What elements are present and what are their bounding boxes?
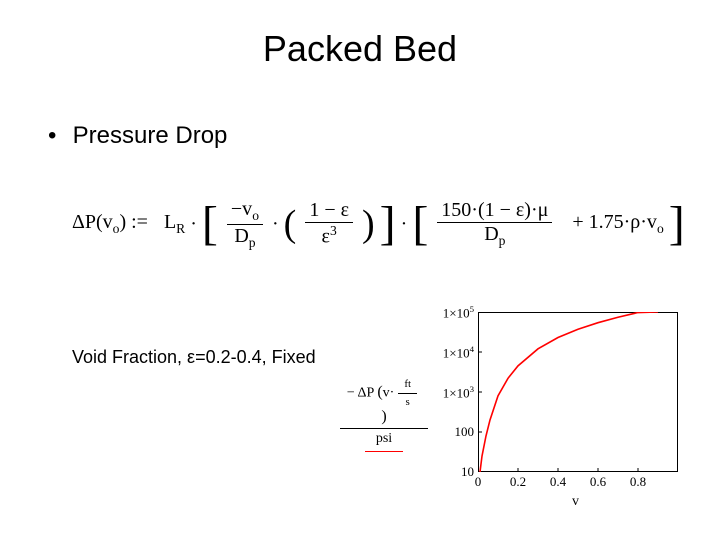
eq-lhs-close: ) := (119, 211, 148, 233)
x-tick-label: 0 (463, 474, 493, 490)
y-num-s: s (398, 394, 417, 409)
eq-t2: + 1.75·ρ·v (572, 211, 657, 233)
eq-paren-1-close: ) (362, 205, 375, 243)
y-tick-label: 1×103 (426, 384, 474, 401)
eq-f3-den: D (484, 223, 498, 245)
eq-f3-num: 150·(1 − ε)·μ (437, 199, 552, 223)
eq-LR-L: L (164, 211, 176, 233)
eq-paren-1-open: ( (284, 205, 297, 243)
eq-bracket-2-close: ] (669, 200, 685, 248)
eq-lhs: ΔP(vo) := (72, 211, 148, 237)
y-axis-label: − ΔP (v·fts) psi (340, 378, 428, 452)
x-tick-label: 0.8 (623, 474, 653, 490)
eq-dot-2: · (272, 213, 279, 236)
eq-f1-num-sub: o (252, 208, 259, 223)
y-num-ft: ft (398, 378, 417, 394)
y-label-fraction: − ΔP (v·fts) psi (340, 378, 428, 447)
pressure-drop-chart (478, 312, 678, 477)
y-tick-label: 100 (426, 424, 474, 440)
eq-LR: LR (164, 211, 185, 237)
eq-bracket-1-close: ] (380, 200, 396, 248)
legend-color-line (365, 451, 403, 452)
eq-LR-sub: R (176, 221, 185, 236)
chart-svg (478, 312, 678, 472)
eq-term2: + 1.75·ρ·vo (572, 211, 663, 237)
y-tick-label: 1×105 (426, 304, 474, 321)
eq-f2-den-base: ε (322, 226, 330, 248)
eq-f1-den: D (234, 225, 248, 247)
bullet-pressure-drop: • Pressure Drop (48, 122, 227, 150)
bullet-text: Pressure Drop (73, 122, 228, 149)
eq-f2-num: 1 − ε (305, 199, 353, 223)
void-fraction-caption: Void Fraction, ε=0.2-0.4, Fixed (72, 347, 316, 368)
x-tick-label: 0.4 (543, 474, 573, 490)
eq-frac-vo-dp: −vo Dp (227, 198, 263, 250)
eq-f1-num: −v (231, 198, 252, 220)
eq-bracket-1-open: [ (202, 200, 218, 248)
eq-lhs-dp: ΔP(v (72, 211, 113, 233)
x-tick-label: 0.6 (583, 474, 613, 490)
y-num-main: − ΔP (347, 385, 374, 400)
y-tick-label: 1×104 (426, 344, 474, 361)
eq-dot-3: · (401, 213, 408, 236)
ergun-equation: ΔP(vo) := LR · [ −vo Dp · ( 1 − ε ε3 ) ]… (72, 198, 685, 250)
eq-dot-1: · (190, 213, 197, 236)
page-title: Packed Bed (0, 28, 720, 70)
eq-frac-eps: 1 − ε ε3 (305, 199, 353, 249)
eq-frac-150: 150·(1 − ε)·μ Dp (437, 199, 552, 249)
x-axis-label: v (572, 494, 579, 510)
y-den-psi: psi (340, 429, 428, 447)
eq-bracket-2-open: [ (412, 200, 428, 248)
y-num-v: v· (383, 385, 395, 400)
eq-t2-sub: o (657, 221, 664, 236)
bullet-marker: • (48, 122, 66, 150)
x-tick-label: 0.2 (503, 474, 533, 490)
eq-f2-den-exp: 3 (330, 223, 337, 238)
eq-f1-den-sub: p (249, 235, 256, 250)
eq-f3-den-sub: p (499, 233, 506, 248)
